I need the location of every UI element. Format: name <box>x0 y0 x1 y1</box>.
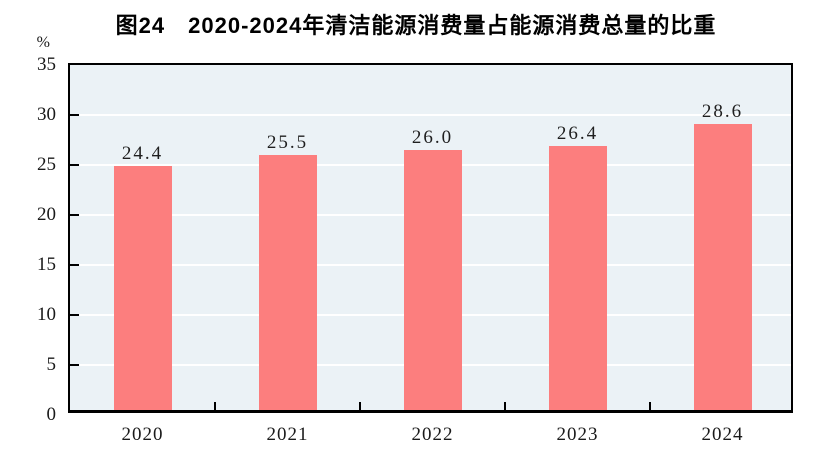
y-axis-tick-label: 10 <box>37 304 56 325</box>
bar-2021 <box>258 155 317 410</box>
y-axis-tick-label: 5 <box>46 354 57 375</box>
bar-value-label: 26.4 <box>556 123 599 144</box>
y-axis-tick-label: 0 <box>46 404 57 425</box>
bar-2023 <box>548 146 607 410</box>
plot-area: 24.4 25.5 26.0 26.4 28.6 <box>68 63 793 413</box>
y-axis-tick <box>70 114 79 116</box>
y-axis-tick-label: 30 <box>37 104 56 125</box>
x-axis-tick <box>504 402 506 410</box>
y-axis-tick-label: 25 <box>37 154 56 175</box>
y-axis-tick <box>70 264 79 266</box>
y-axis-tick-label: 20 <box>37 204 56 225</box>
bar-value-label: 25.5 <box>266 132 309 153</box>
x-axis-tick-label: 2021 <box>266 424 309 445</box>
bar-2020 <box>113 166 172 410</box>
gridline <box>70 114 791 116</box>
y-axis-tick-label: 15 <box>37 254 56 275</box>
x-axis-tick-label: 2022 <box>411 424 454 445</box>
bar-2024 <box>693 124 752 410</box>
x-axis-tick-label: 2020 <box>121 424 164 445</box>
y-axis-tick <box>70 164 79 166</box>
x-axis-tick-label: 2023 <box>556 424 599 445</box>
bar-value-label: 24.4 <box>121 143 164 164</box>
x-axis-tick-label: 2024 <box>701 424 744 445</box>
bar-2022 <box>403 150 462 410</box>
x-axis-tick <box>359 402 361 410</box>
y-axis-tick-label: 35 <box>37 54 56 75</box>
y-axis-tick <box>70 314 79 316</box>
y-axis-tick <box>70 214 79 216</box>
bar-value-label: 28.6 <box>701 101 744 122</box>
x-axis-tick <box>649 402 651 410</box>
x-axis-tick <box>214 402 216 410</box>
y-axis-unit-label: % <box>36 34 50 51</box>
chart-title: 图24 2020-2024年清洁能源消费量占能源消费总量的比重 <box>115 13 717 38</box>
bar-value-label: 26.0 <box>411 127 454 148</box>
y-axis-tick <box>70 364 79 366</box>
